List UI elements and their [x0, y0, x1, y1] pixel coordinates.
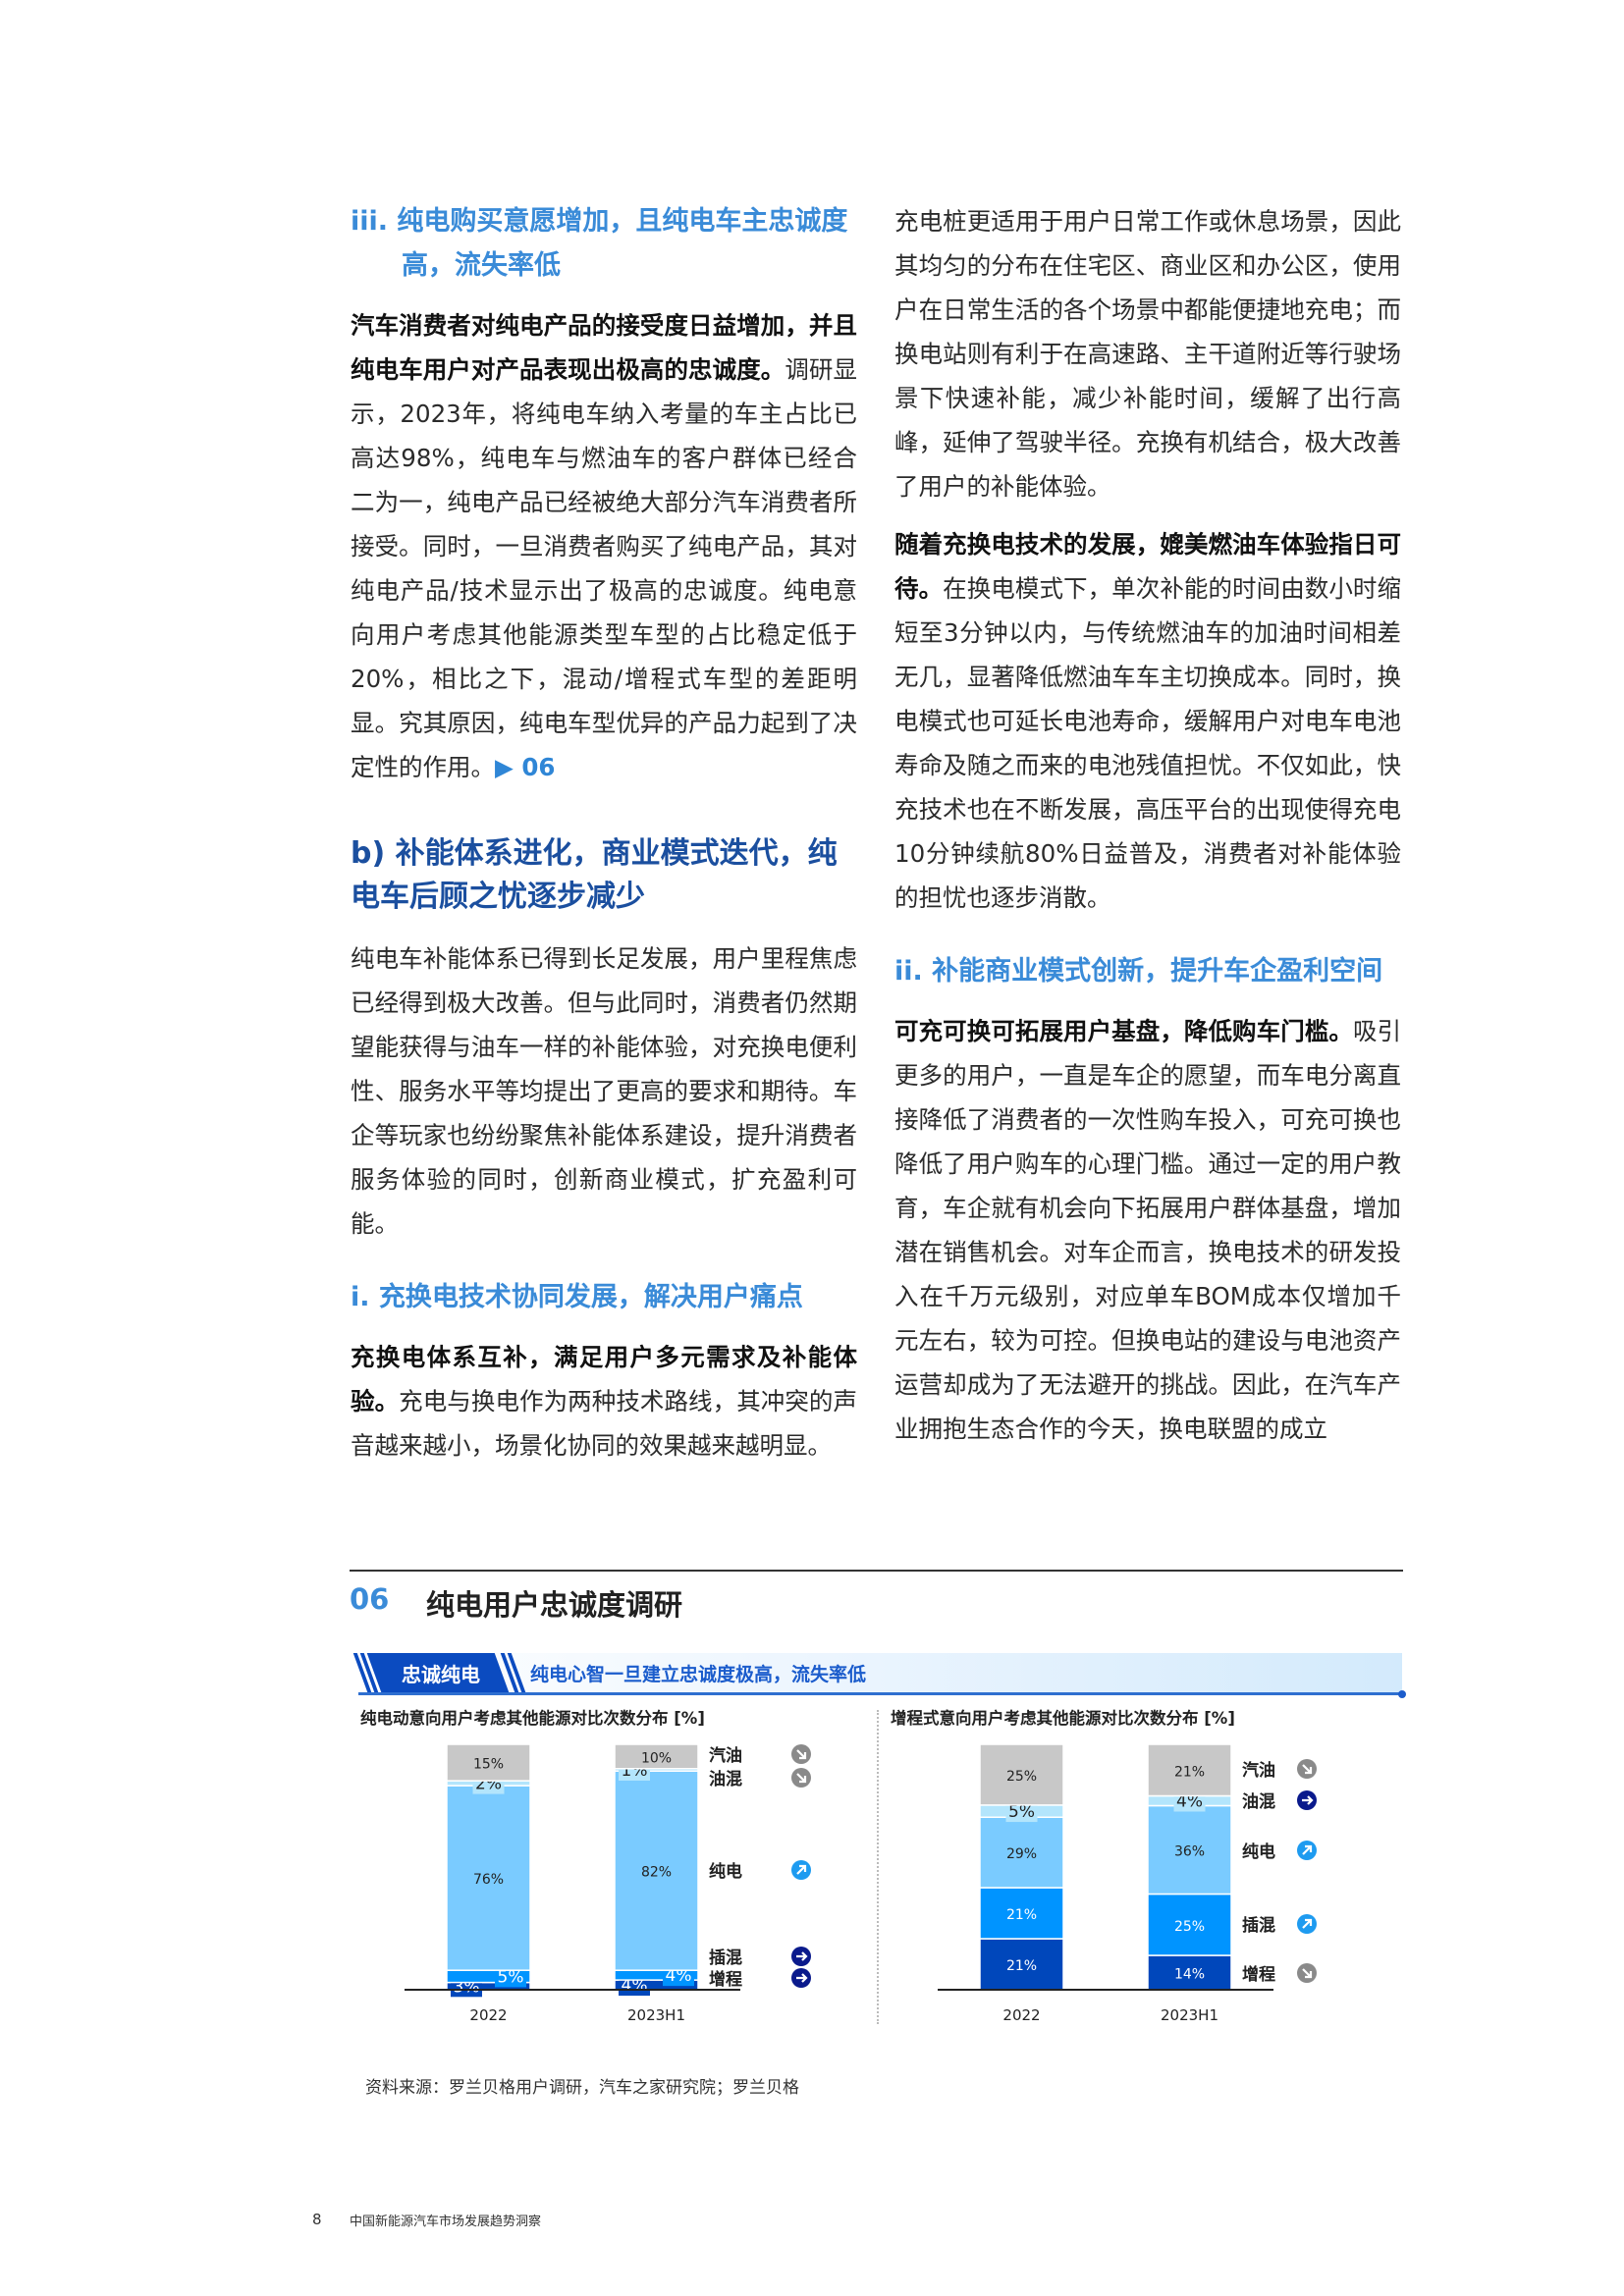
figure-title: 纯电用户忠诚度调研	[426, 1588, 683, 1622]
paragraph: 充换电体系互补，满足用户多元需求及补能体验。充电与换电作为两种技术路线，其冲突的…	[351, 1335, 857, 1468]
legend-label-汽油: 汽油	[709, 1745, 742, 1766]
heading-ii: ii. 补能商业模式创新，提升车企盈利空间	[894, 956, 1383, 987]
data-label: 4%	[666, 1966, 692, 1986]
footer-title: 中国新能源汽车市场发展趋势洞察	[350, 2215, 542, 2229]
legend-label-油混: 油混	[1242, 1791, 1275, 1812]
body-text: 充电与换电作为两种技术路线，其冲突的声音越来越小，场景化协同的效果越来越明显。	[351, 1387, 858, 1460]
data-label: 25%	[1174, 1919, 1205, 1935]
chart-left-title: 纯电动意向用户考虑其他能源对比次数分布 [%]	[360, 1709, 705, 1728]
banner-tag-text: 忠诚纯电	[402, 1663, 480, 1686]
data-label: 21%	[1006, 1958, 1037, 1974]
paragraph: 汽车消费者对纯电产品的接受度日益增加，并且纯电车用户对产品表现出极高的忠诚度。调…	[351, 303, 857, 789]
paragraph: 充电桩更适用于用户日常工作或休息场景，因此其均匀的分布在住宅区、商业区和办公区，…	[894, 207, 1401, 501]
data-label: 5%	[1008, 1802, 1035, 1822]
legend-label-纯电: 纯电	[1242, 1842, 1275, 1862]
data-label: 21%	[1174, 1764, 1205, 1780]
trend-arrow-glyph	[1302, 1764, 1313, 1775]
heading-i: i. 充换电技术协同发展，解决用户痛点	[351, 1282, 803, 1312]
trend-arrow-glyph	[1302, 1918, 1313, 1929]
data-label: 4%	[622, 1976, 648, 1996]
lead-text: 汽车消费者对纯电产品的接受度日益增加，并且纯电车用户对产品表现出极高的忠诚度。	[351, 311, 857, 384]
trend-arrow-glyph	[796, 1951, 808, 1961]
data-label: 5%	[498, 1967, 524, 1987]
data-label: 4%	[1176, 1792, 1203, 1812]
body-text: 在换电模式下，单次补能的时间由数小时缩短至3分钟以内，与传统燃油车的加油时间相差…	[894, 574, 1402, 912]
legend-label-油混: 油混	[709, 1769, 742, 1789]
data-label: 21%	[1006, 1907, 1037, 1923]
bar-segment-汽油	[979, 1743, 1064, 1806]
data-label: 36%	[1174, 1844, 1205, 1860]
banner-dot	[1398, 1690, 1406, 1698]
figure-ref-link[interactable]: ▶ 06	[495, 753, 556, 781]
x-tick-label: 2023H1	[627, 2006, 685, 2024]
x-tick-label: 2022	[469, 2006, 507, 2024]
trend-arrow-glyph	[796, 1973, 808, 1983]
data-label: 82%	[641, 1865, 672, 1881]
bar-segment-纯电	[614, 1770, 699, 1971]
data-label: 25%	[1006, 1769, 1037, 1785]
bar-segment-汽油	[1147, 1743, 1232, 1797]
trend-arrow-glyph	[1302, 1795, 1314, 1805]
legend-label-插混: 插混	[1242, 1915, 1275, 1936]
legend-label-增程: 增程	[1242, 1964, 1275, 1985]
bar-segment-纯电	[446, 1785, 531, 1971]
data-label: 76%	[473, 1872, 504, 1888]
heading-iii: iii. 纯电购买意愿增加，且纯电车主忠诚度高，流失率低	[351, 206, 848, 281]
legend-label-插混: 插混	[709, 1948, 742, 1968]
paragraph: 可充可换可拓展用户基盘，降低购车门槛。吸引更多的用户，一直是车企的愿望，而车电分…	[894, 1009, 1401, 1451]
data-label: 10%	[641, 1750, 672, 1766]
lead-text: 充换电体系互补，满足用户多元需求及补能体验。	[351, 1343, 857, 1415]
trend-arrow-glyph	[796, 1773, 807, 1784]
x-tick-label: 2022	[1002, 2006, 1040, 2024]
x-tick-label: 2023H1	[1161, 2006, 1218, 2024]
paragraph: 随着充换电技术的发展，媲美燃油车体验指日可待。在换电模式下，单次补能的时间由数小…	[894, 522, 1401, 920]
legend-label-增程: 增程	[709, 1969, 742, 1990]
body-text: 吸引更多的用户，一直是车企的愿望，而车电分离直接降低了消费者的一次性购车投入，可…	[894, 1017, 1402, 1443]
bar-segment-插混	[1147, 1893, 1232, 1956]
trend-arrow-glyph	[796, 1749, 807, 1760]
lead-text: 随着充换电技术的发展，媲美燃油车体验指日可待。	[894, 530, 1401, 603]
figure-number: 06	[350, 1582, 390, 1616]
figure-banner: 忠诚纯电 纯电心智一旦建立忠诚度极高，流失率低	[352, 1653, 1406, 1698]
body-text: 调研显示，2023年，将纯电车纳入考量的车主占比已高达98%，纯电车与燃油车的客…	[351, 355, 858, 781]
source-note: 资料来源：罗兰贝格用户调研，汽车之家研究院；罗兰贝格	[365, 2078, 799, 2098]
data-label: 29%	[1006, 1846, 1037, 1862]
bar-segment-纯电	[1147, 1804, 1232, 1896]
bar-segment-汽油	[614, 1743, 699, 1770]
lead-text: 可充可换可拓展用户基盘，降低购车门槛。	[894, 1017, 1353, 1045]
legend-label-汽油: 汽油	[1242, 1760, 1275, 1781]
paragraph: 纯电车补能体系已得到长足发展，用户里程焦虑已经得到极大改善。但与此同时，消费者仍…	[351, 944, 857, 1238]
trend-arrow-glyph	[1302, 1968, 1313, 1979]
trend-arrow-glyph	[796, 1864, 807, 1875]
data-label: 14%	[1174, 1967, 1205, 1983]
trend-arrow-glyph	[1302, 1844, 1313, 1855]
banner-text: 纯电心智一旦建立忠诚度极高，流失率低	[530, 1664, 867, 1685]
data-label: 15%	[473, 1757, 504, 1773]
bar-segment-汽油	[446, 1743, 531, 1782]
left-column: iii. 纯电购买意愿增加，且纯电车主忠诚度高，流失率低 汽车消费者对纯电产品的…	[351, 199, 857, 1481]
page-number: 8	[312, 2211, 322, 2228]
right-column: 充电桩更适用于用户日常工作或休息场景，因此其均匀的分布在住宅区、商业区和办公区，…	[894, 199, 1401, 1465]
chart-right-title: 增程式意向用户考虑其他能源对比次数分布 [%]	[891, 1709, 1235, 1728]
heading-b: b) 补能体系进化，商业模式迭代，纯电车后顾之忧逐步减少	[351, 836, 838, 914]
chart-divider	[877, 1710, 879, 2024]
legend-label-纯电: 纯电	[709, 1861, 742, 1882]
figure-divider	[350, 1570, 1403, 1572]
